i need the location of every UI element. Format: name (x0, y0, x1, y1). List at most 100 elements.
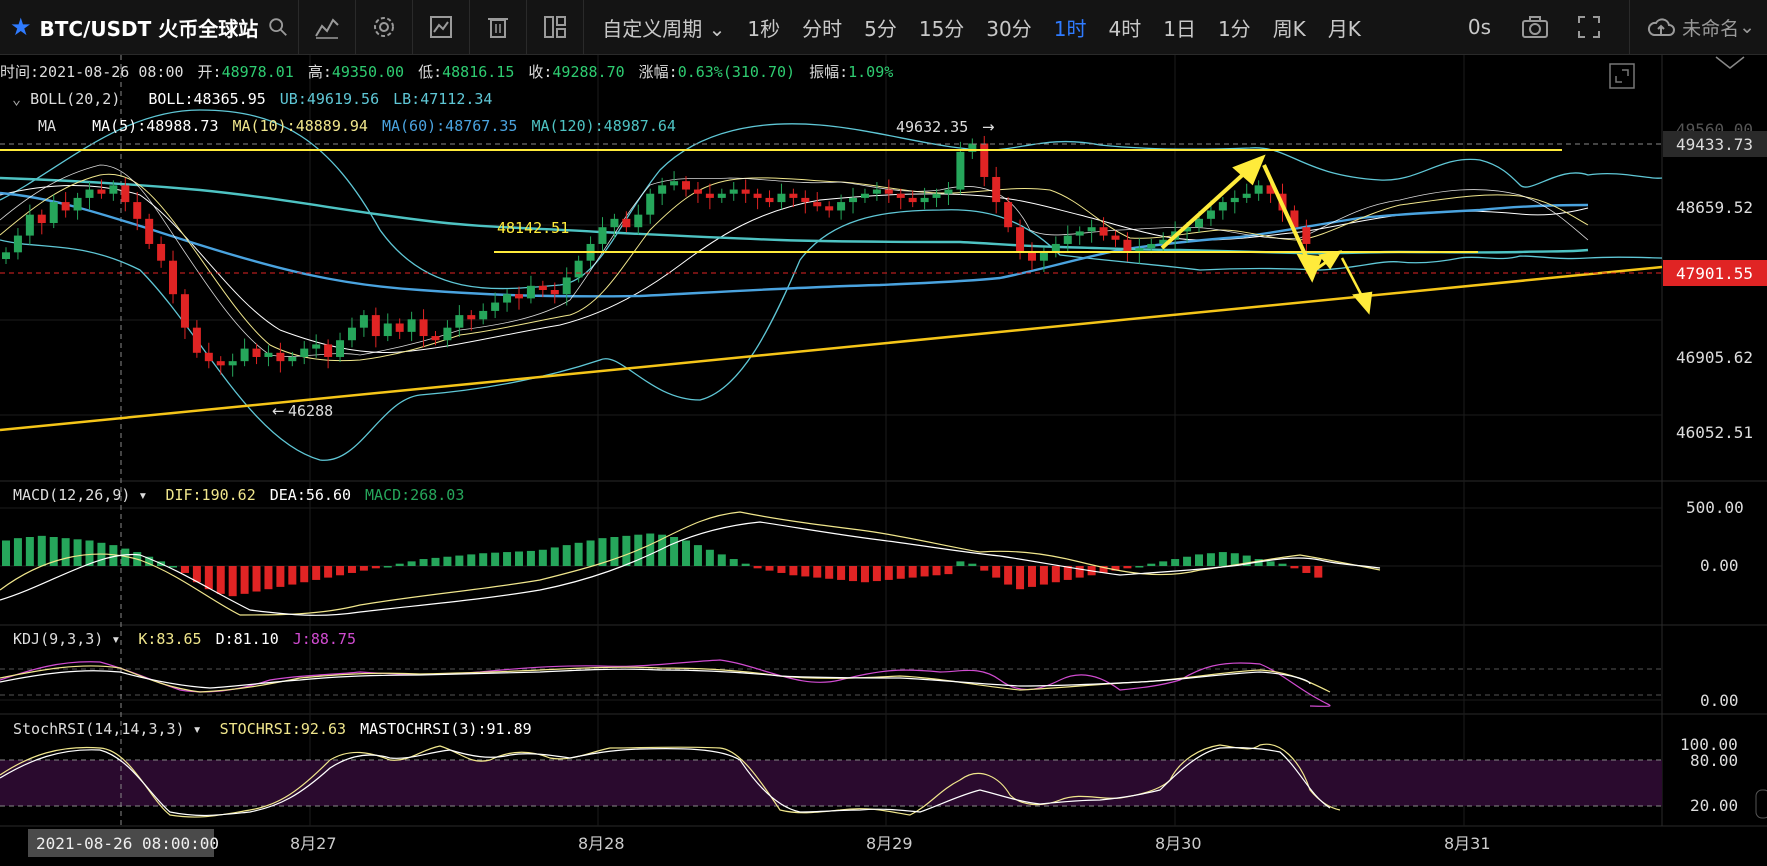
macd-tick: 0.00 (1700, 556, 1739, 575)
settings-icon[interactable] (355, 0, 412, 54)
macd-bar (395, 563, 404, 566)
macd-bar (1242, 555, 1251, 566)
kdj-d-line (0, 668, 1311, 689)
layout-icon[interactable] (526, 0, 583, 54)
macd-bar (1195, 554, 1203, 566)
macd-bar (717, 554, 726, 566)
fullscreen-icon[interactable] (1577, 15, 1601, 39)
symbol-selector[interactable]: ★ BTC/USDT 火币全球站 (0, 0, 258, 54)
macd-bar (801, 566, 810, 577)
macd-bar (920, 566, 929, 577)
candle-body (1123, 239, 1132, 253)
expand-pane-icon[interactable] (1609, 63, 1635, 89)
candle-body (753, 193, 762, 198)
period-5m[interactable]: 5分 (864, 16, 897, 41)
macd-bar (204, 566, 213, 590)
time-cursor-label: 2021-08-26 08:00:00 (36, 834, 219, 853)
candle-body (1147, 243, 1156, 249)
macd-bar (37, 535, 46, 566)
kdj-legend[interactable]: KDJ(9,3,3) ▾ K:83.65 D:81.10 J:88.75 (13, 630, 356, 648)
boll-legend[interactable]: ⌄ BOLL(20,2) BOLL:48365.95 UB:49619.56 LB:4… (12, 90, 492, 108)
macd-bar (240, 566, 249, 594)
high-annotation-arrow: → (982, 118, 995, 136)
macd-bar (288, 566, 297, 585)
macd-bar (264, 566, 273, 590)
candle-body (896, 193, 905, 198)
period-bar: 自定义周期 ⌄ 1秒 分时 5分 15分 30分 1时 4时 1日 1分 周K … (583, 0, 1383, 54)
custom-period-dropdown[interactable]: 自定义周期 ⌄ (602, 16, 726, 41)
stochrsi-line (0, 743, 1341, 818)
macd-bar (479, 553, 488, 566)
cloud-save-button[interactable]: 未命名 ⌄ (1629, 0, 1767, 54)
kdj-j-line (0, 659, 1331, 707)
scroll-handle[interactable] (1755, 789, 1767, 819)
macd-bar (49, 537, 58, 566)
grid (0, 55, 1662, 826)
candle-body (693, 189, 702, 194)
period-week[interactable]: 周K (1272, 16, 1306, 41)
period-month[interactable]: 月K (1327, 16, 1361, 41)
collapse-chevron-icon[interactable] (1715, 56, 1745, 69)
candle-body (479, 310, 488, 320)
search-icon[interactable] (258, 0, 298, 54)
macd-bar (192, 566, 201, 583)
period-1s[interactable]: 1秒 (747, 16, 781, 41)
macd-legend[interactable]: MACD(12,26,9) ▾ DIF:190.62 DEA:56.60 MACD:26… (13, 486, 464, 504)
kdj-tick: 0.00 (1700, 691, 1739, 710)
stochrsi-legend[interactable]: StochRSI(14,14,3,3) ▾ STOCHRSI:92.63 MASTOC… (13, 720, 532, 738)
ma120-line (0, 191, 1589, 298)
candle-body (252, 348, 261, 357)
candle-body (777, 193, 786, 203)
candle-body (562, 277, 571, 295)
stochrsi-tick: 80.00 (1690, 751, 1738, 770)
macd-bar (407, 561, 416, 566)
current-price-marker-bg (1663, 260, 1767, 286)
candle-body (216, 361, 225, 366)
period-1min[interactable]: 1分 (1217, 16, 1251, 41)
candle-body (145, 218, 154, 244)
candle-body (1135, 248, 1144, 253)
candle-body (288, 356, 297, 362)
candle-body (264, 352, 273, 357)
macd-bar (1051, 566, 1060, 583)
candle-body (741, 189, 750, 194)
boll-mid-line (0, 185, 1589, 353)
candle-body (622, 218, 631, 228)
candle-body (49, 202, 58, 224)
period-4h[interactable]: 4时 (1108, 16, 1142, 41)
delete-icon[interactable] (469, 0, 526, 54)
candle-body (920, 197, 929, 203)
candle-body (944, 189, 953, 194)
current-price-marker: 47901.55 (1676, 264, 1753, 283)
macd-bar (837, 566, 846, 580)
time-cursor-bg (28, 829, 214, 857)
period-15m[interactable]: 15分 (918, 16, 965, 41)
favorite-star-icon[interactable]: ★ (10, 13, 32, 41)
candle-body (634, 214, 643, 228)
camera-icon[interactable] (1521, 15, 1549, 39)
chart-style-icon[interactable] (412, 0, 469, 54)
indicator-icon[interactable] (298, 0, 355, 54)
mastochrsi-line (0, 747, 1331, 817)
period-1h[interactable]: 1时 (1053, 16, 1087, 41)
period-timeshare[interactable]: 分时 (802, 16, 843, 41)
period-1d[interactable]: 1日 (1163, 16, 1196, 41)
chart-area[interactable]: 49632.35 → 48142.51 ← 46288 时间:2021-08-2… (0, 55, 1767, 866)
macd-bar (753, 566, 762, 569)
macd-bar (741, 563, 750, 566)
candle-body (1195, 218, 1203, 228)
candle-body (383, 323, 392, 337)
macd-tick: 500.00 (1686, 498, 1744, 517)
macd-dif-line (0, 511, 1381, 616)
time-label: 8月28 (578, 834, 625, 853)
ma-legend[interactable]: MA MA(5):48988.73 MA(10):48889.94 MA(60):48… (38, 117, 676, 135)
candle-body (395, 323, 404, 332)
macd-bar (658, 534, 667, 566)
macd-bar (1230, 553, 1239, 566)
period-30m[interactable]: 30分 (986, 16, 1032, 41)
candle-body (980, 143, 989, 177)
candle-body (1302, 227, 1311, 244)
candle-body (932, 193, 941, 198)
macd-bar (419, 559, 428, 566)
candle-body (574, 260, 583, 278)
